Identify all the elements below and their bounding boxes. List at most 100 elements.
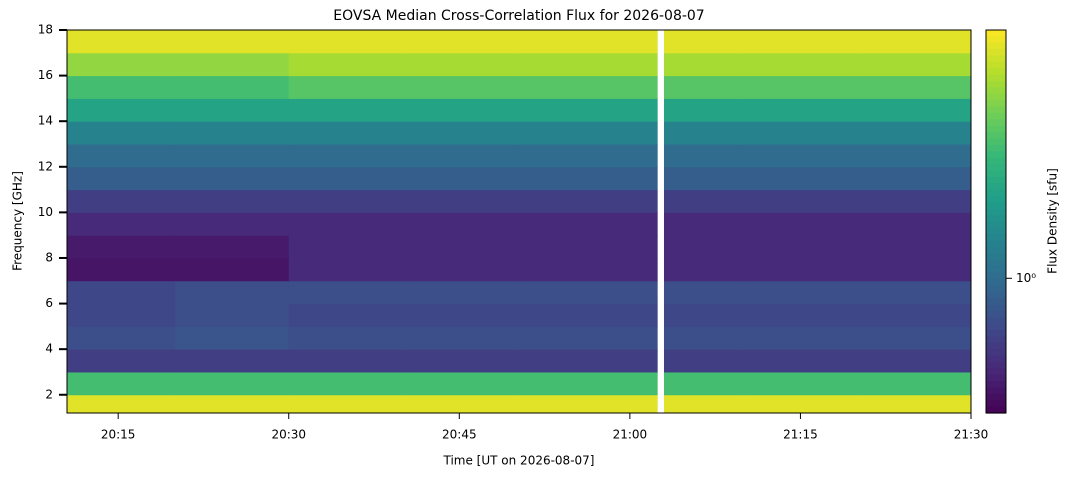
heatmap-cell — [175, 30, 290, 54]
x-tick-label: 20:45 — [442, 428, 477, 442]
heatmap-cell — [288, 235, 403, 259]
y-tick-label: 18 — [38, 23, 53, 37]
heatmap-cell — [857, 257, 972, 282]
y-tick-label: 6 — [45, 296, 53, 310]
heatmap-cell — [288, 98, 403, 122]
plot-frame — [66, 29, 972, 414]
heatmap-cell — [175, 394, 290, 414]
heatmap-cell — [288, 52, 403, 77]
heatmap-cell — [288, 280, 403, 305]
heatmap-cell — [743, 303, 858, 327]
chart-title: EOVSA Median Cross-Correlation Flux for … — [333, 8, 704, 24]
colorbar-segment — [986, 100, 1006, 108]
heatmap-cell — [743, 349, 858, 373]
colorbar-segment — [986, 266, 1006, 274]
heatmap-cell — [857, 143, 972, 168]
heatmap-cell — [402, 143, 517, 168]
colorbar-segment — [986, 112, 1006, 120]
heatmap-cell — [67, 143, 176, 168]
heatmap-cell — [402, 280, 517, 305]
heatmap-cell — [67, 98, 176, 122]
heatmap-cell — [402, 30, 517, 54]
colorbar-segment — [986, 406, 1006, 414]
colorbar-segment — [986, 330, 1006, 337]
heatmap-cell — [516, 257, 658, 282]
heatmap-cell — [857, 212, 972, 236]
heatmap-cell — [663, 394, 745, 414]
colorbar-segment — [986, 93, 1006, 101]
heatmap-cell — [175, 189, 290, 213]
heatmap-cell — [288, 143, 403, 168]
heatmap-cell — [857, 52, 972, 77]
heatmap-cell — [516, 98, 658, 122]
heatmap-cell — [516, 52, 658, 77]
heatmap-cell — [663, 235, 745, 259]
heatmap-cell — [743, 212, 858, 236]
heatmap-cell — [67, 349, 176, 373]
colorbar-segment — [986, 374, 1006, 382]
heatmap-cell — [175, 52, 290, 77]
colorbar-segment — [986, 202, 1006, 210]
heatmap-cell — [67, 52, 176, 77]
x-tick-label: 21:30 — [954, 428, 989, 442]
heatmap-cell — [402, 303, 517, 327]
colorbar-segment — [986, 183, 1006, 191]
y-tick-label: 4 — [45, 342, 53, 356]
heatmap-cell — [288, 349, 403, 373]
heatmap-cell — [857, 189, 972, 213]
heatmap-cell — [175, 280, 290, 305]
y-tick-label: 16 — [38, 68, 53, 82]
x-tick-label: 21:00 — [613, 428, 648, 442]
heatmap-cell — [175, 303, 290, 327]
colorbar-tick-label: 10⁰ — [1016, 271, 1036, 285]
heatmap-cell — [663, 189, 745, 213]
heatmap-cell — [663, 98, 745, 122]
colorbar-segment — [986, 157, 1006, 165]
heatmap-cell — [288, 371, 403, 396]
heatmap-cell — [743, 52, 858, 77]
colorbar-frame — [985, 29, 1007, 414]
colorbar-segment — [986, 304, 1006, 312]
heatmap-cell — [516, 303, 658, 327]
heatmap-cell — [175, 326, 290, 350]
colorbar-segment — [986, 36, 1006, 44]
heatmap-cell — [663, 143, 745, 168]
heatmap-cell — [67, 166, 176, 191]
heatmap-cell — [743, 98, 858, 122]
colorbar-segment — [986, 291, 1006, 299]
colorbar-segment — [986, 310, 1006, 318]
heatmap-cell — [663, 52, 745, 77]
heatmap-cell — [743, 280, 858, 305]
heatmap-cell — [288, 75, 403, 99]
colorbar-segment — [986, 336, 1006, 344]
colorbar-segment — [986, 61, 1006, 69]
colorbar-segment — [986, 55, 1006, 63]
heatmap-cell — [402, 257, 517, 282]
colorbar-segment — [986, 151, 1006, 159]
colorbar-segment — [986, 195, 1006, 203]
colorbar-segment — [986, 342, 1006, 350]
heatmap-cell — [175, 349, 290, 373]
y-tick-label: 14 — [38, 114, 53, 128]
heatmap-cell — [288, 394, 403, 414]
heatmap-cell — [402, 121, 517, 145]
colorbar-segment — [986, 176, 1006, 184]
heatmap-cell — [743, 235, 858, 259]
heatmap-cell — [857, 121, 972, 145]
colorbar-segment — [986, 227, 1006, 235]
heatmap-cell — [743, 121, 858, 145]
heatmap-cell — [743, 189, 858, 213]
heatmap-cell — [288, 212, 403, 236]
colorbar-segment — [986, 74, 1006, 82]
heatmap-cell — [663, 371, 745, 396]
colorbar-segment — [986, 387, 1006, 395]
heatmap-cell — [857, 75, 972, 99]
heatmap-cell — [67, 280, 176, 305]
x-axis-label: Time [UT on 2026-08-07] — [443, 454, 595, 468]
colorbar-segment — [986, 272, 1006, 280]
colorbar-segment — [986, 317, 1006, 325]
heatmap-cell — [663, 257, 745, 282]
heatmap-cell — [288, 121, 403, 145]
heatmap-cell — [67, 303, 176, 327]
